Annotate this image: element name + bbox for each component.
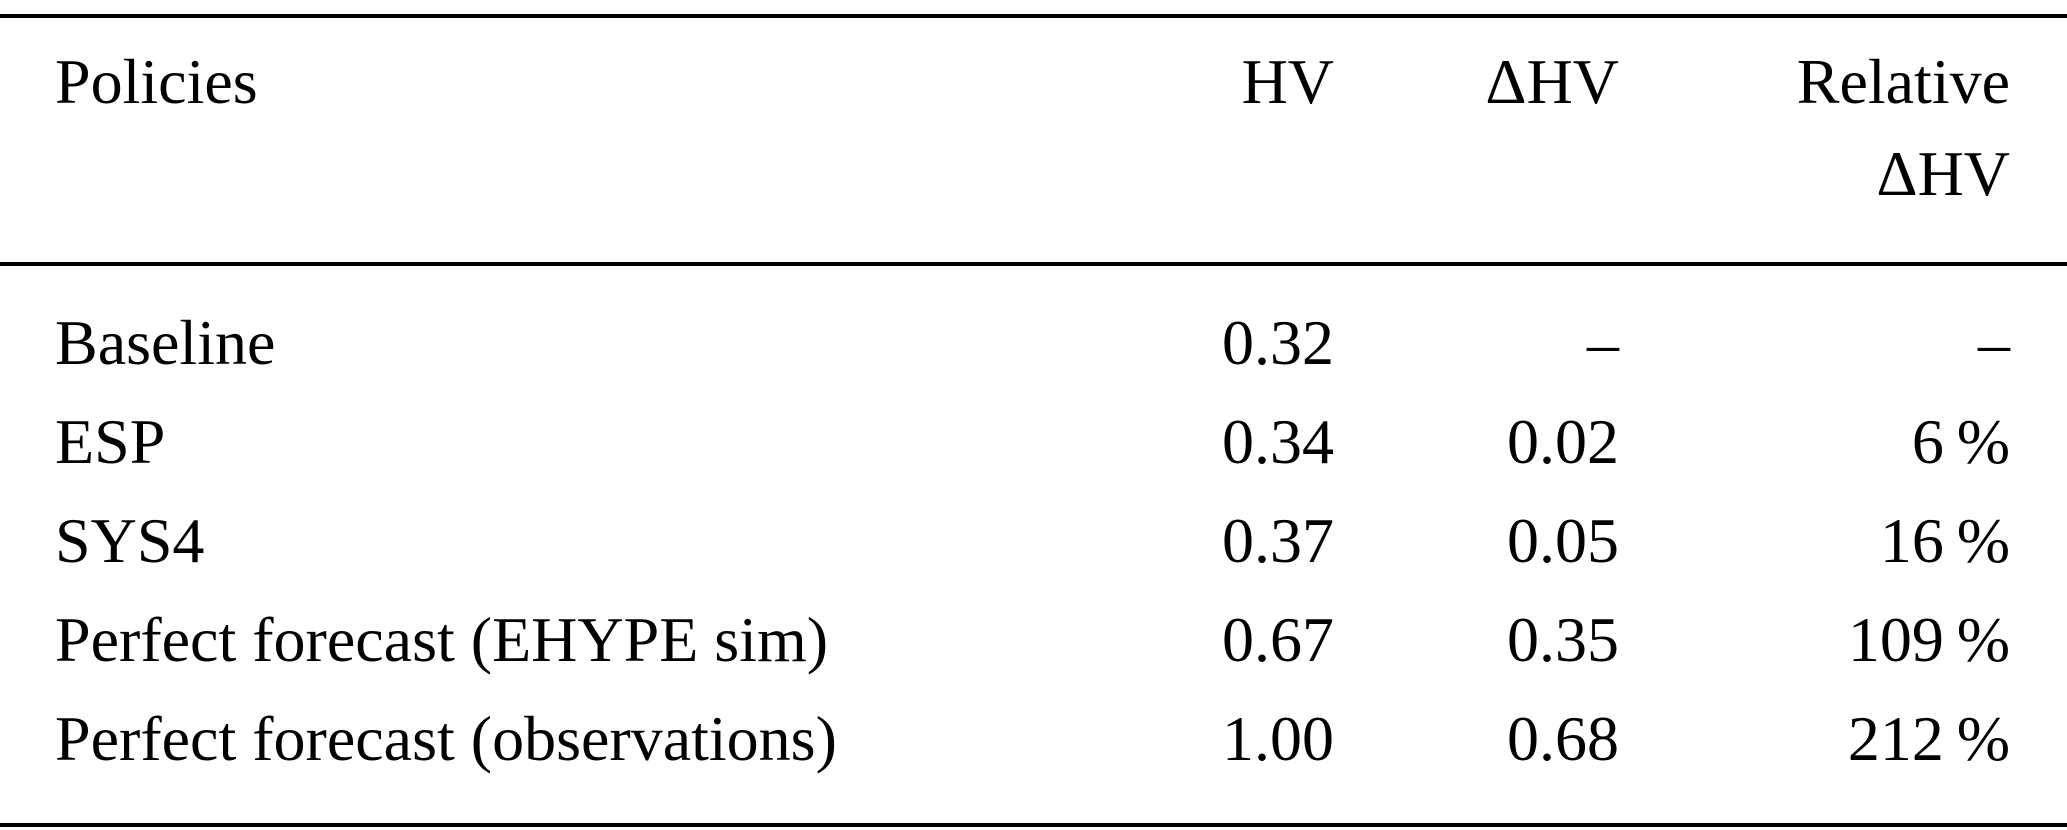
cell-relative: 109 %	[1847, 604, 2010, 675]
header-row: Policies HV ΔHV Relative ΔHV	[0, 16, 2067, 266]
cell-policy: Perfect forecast (observations)	[55, 703, 837, 774]
cell-policy: ESP	[55, 406, 166, 477]
cell-relative: 6 %	[1911, 406, 2010, 477]
table-row: ESP 0.34 0.02 6 %	[0, 392, 2067, 491]
table-row: Perfect forecast (EHYPE sim) 0.67 0.35 1…	[0, 590, 2067, 689]
cell-relative: –	[1978, 307, 2010, 378]
cell-delta-hv: 0.68	[1507, 703, 1619, 774]
cell-policy: SYS4	[55, 505, 205, 576]
table-row: Perfect forecast (observations) 1.00 0.6…	[0, 689, 2067, 825]
cell-hv: 0.32	[1222, 307, 1334, 378]
cell-hv: 0.67	[1222, 604, 1334, 675]
cell-delta-hv: 0.05	[1507, 505, 1619, 576]
cell-hv: 0.34	[1222, 406, 1334, 477]
relative-header-line1: Relative	[1796, 46, 2010, 117]
cell-policy: Perfect forecast (EHYPE sim)	[55, 604, 829, 675]
results-table: Policies HV ΔHV Relative ΔHV Baseline 0.…	[0, 14, 2067, 827]
cell-policy: Baseline	[55, 307, 276, 378]
cell-relative: 212 %	[1847, 703, 2010, 774]
cell-relative: 16 %	[1879, 505, 2010, 576]
cell-delta-hv: 0.02	[1507, 406, 1619, 477]
col-header-delta-hv: ΔHV	[1335, 16, 1620, 266]
cell-delta-hv: –	[1587, 307, 1619, 378]
relative-header-line2: ΔHV	[1876, 138, 2010, 209]
cell-hv: 0.37	[1222, 505, 1334, 576]
col-header-hv: HV	[1150, 16, 1335, 266]
col-header-relative-delta-hv: Relative ΔHV	[1620, 16, 2067, 266]
table-row: Baseline 0.32 – –	[0, 264, 2067, 392]
table-header: Policies HV ΔHV Relative ΔHV	[0, 16, 2067, 266]
table-row: SYS4 0.37 0.05 16 %	[0, 491, 2067, 590]
cell-hv: 1.00	[1222, 703, 1334, 774]
col-header-policies: Policies	[0, 16, 1150, 266]
table-body: Baseline 0.32 – – ESP 0.34 0.02 6 % SYS4…	[0, 264, 2067, 825]
cell-delta-hv: 0.35	[1507, 604, 1619, 675]
